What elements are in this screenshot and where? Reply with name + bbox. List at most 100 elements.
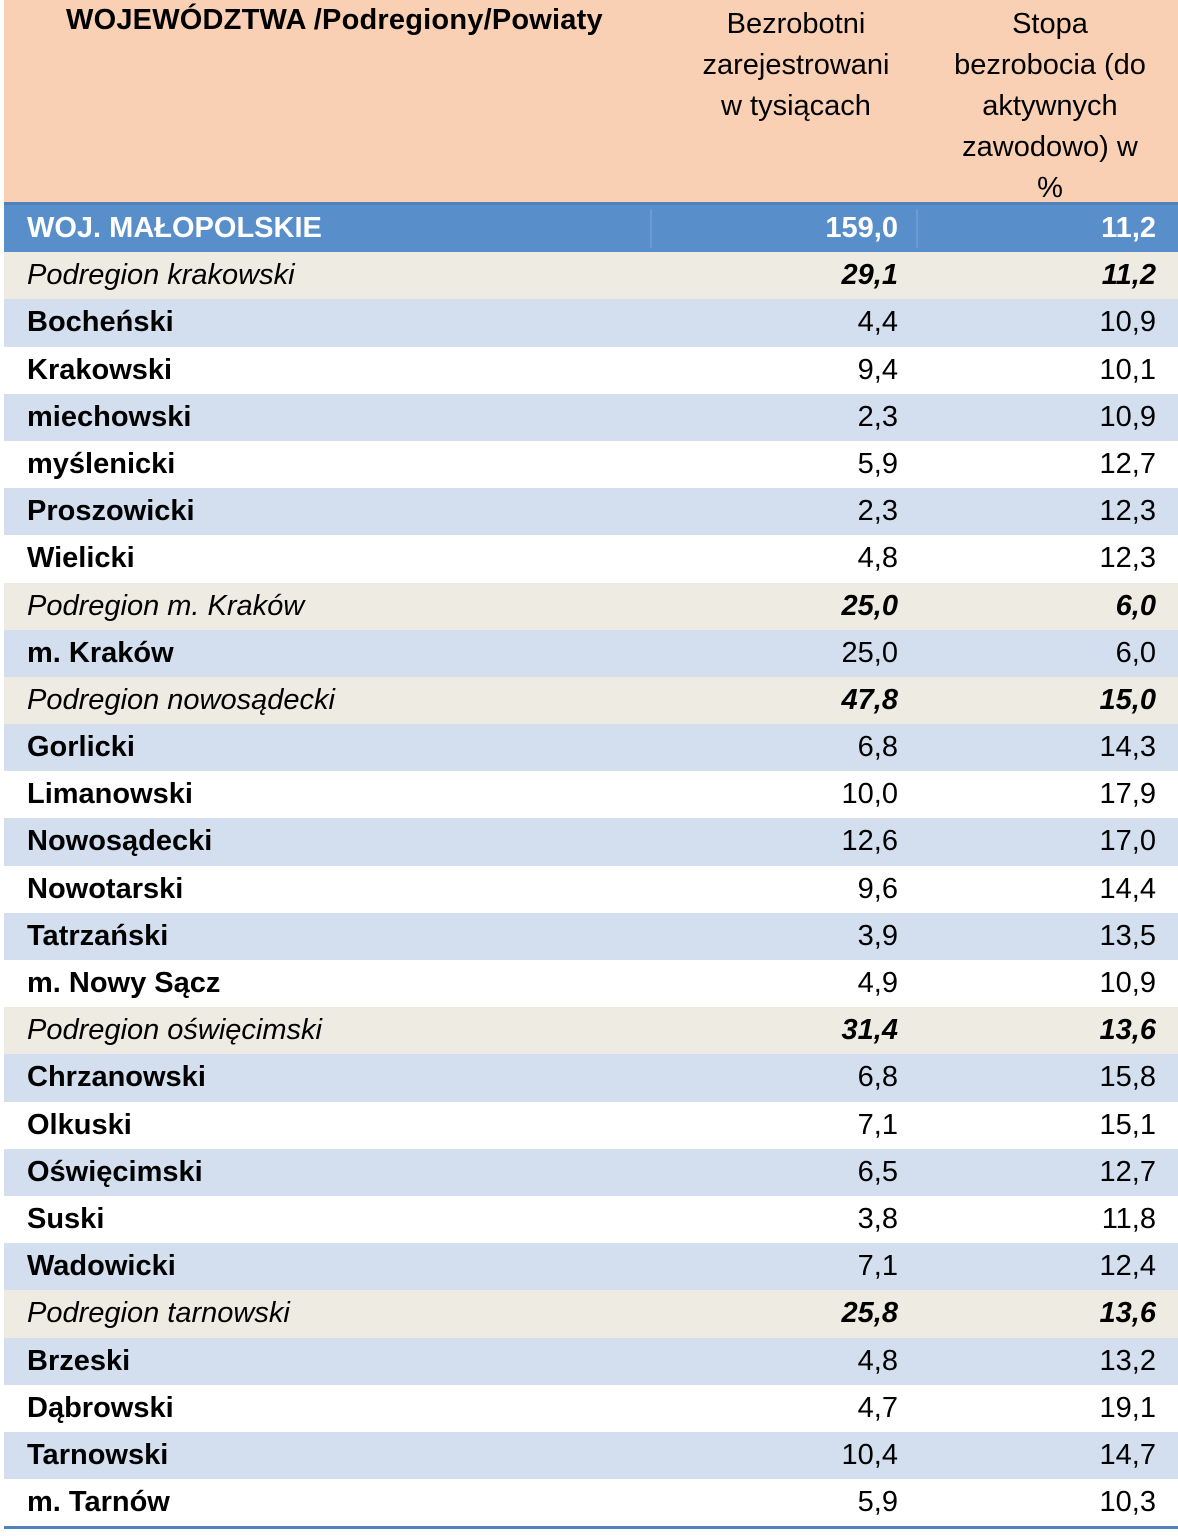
row-rate-value: 10,9 bbox=[1099, 400, 1156, 433]
row-name: m. Nowy Sącz bbox=[27, 967, 221, 999]
header-region-column: WOJEWÓDZTWA /Podregiony/Powiaty bbox=[66, 4, 603, 36]
row-name: Oświęcimski bbox=[27, 1155, 203, 1188]
row-name: Olkuski bbox=[27, 1108, 132, 1141]
row-name: Bocheński bbox=[27, 306, 174, 339]
row-rate-value: 10,3 bbox=[1099, 1486, 1156, 1519]
table-row: Oświęcimski 6,5 12,7 bbox=[4, 1148, 1178, 1196]
row-rate-value: 15,0 bbox=[1099, 683, 1156, 716]
row-rate-value: 10,1 bbox=[1099, 353, 1156, 386]
table-bottom-border bbox=[4, 1526, 1178, 1530]
row-rate-value: 13,6 bbox=[1099, 1014, 1156, 1047]
row-name: Dąbrowski bbox=[27, 1391, 174, 1424]
row-unemployed-value: 25,8 bbox=[841, 1297, 898, 1330]
column-separator bbox=[650, 209, 652, 249]
table-row: Wielicki 4,8 12,3 bbox=[4, 535, 1178, 583]
row-name: Proszowicki bbox=[27, 495, 195, 528]
table-header: WOJEWÓDZTWA /Podregiony/Powiaty Bezrobot… bbox=[4, 0, 1178, 205]
row-name: Podregion m. Kraków bbox=[27, 589, 305, 622]
row-name: Wadowicki bbox=[27, 1250, 176, 1283]
row-rate-value: 14,4 bbox=[1099, 872, 1156, 905]
row-rate-value: 10,9 bbox=[1099, 306, 1156, 339]
region-row: WOJ. MAŁOPOLSKIE 159,0 11,2 bbox=[4, 205, 1178, 253]
row-name: Tatrzański bbox=[27, 919, 169, 952]
row-unemployed-value: 7,1 bbox=[857, 1250, 898, 1283]
row-name: myślenicki bbox=[27, 447, 176, 480]
table-row: m. Kraków 25,0 6,0 bbox=[4, 629, 1178, 677]
row-unemployed-value: 47,8 bbox=[841, 683, 898, 716]
row-rate-value: 17,0 bbox=[1099, 825, 1156, 858]
row-unemployed-value: 4,9 bbox=[857, 967, 898, 999]
row-unemployed-value: 9,4 bbox=[857, 353, 898, 386]
row-rate-value: 13,2 bbox=[1099, 1344, 1156, 1377]
row-rate-value: 13,5 bbox=[1099, 919, 1156, 952]
header-rate-line: bezrobocia (do bbox=[954, 49, 1146, 81]
row-unemployed-value: 3,9 bbox=[857, 919, 898, 952]
header-rate-column: Stopa bezrobocia (do aktywnych zawodowo)… bbox=[934, 4, 1166, 209]
row-rate-value: 6,0 bbox=[1115, 589, 1156, 622]
row-name: Podregion nowosądecki bbox=[27, 683, 335, 716]
row-rate-value: 12,7 bbox=[1099, 1155, 1156, 1188]
header-rate-line: zawodowo) w bbox=[962, 131, 1138, 163]
row-rate-value: 11,2 bbox=[1101, 259, 1156, 292]
table-row: miechowski 2,3 10,9 bbox=[4, 393, 1178, 441]
table-row: Krakowski 9,4 10,1 bbox=[4, 346, 1178, 394]
table-row: Nowosądecki 12,6 17,0 bbox=[4, 818, 1178, 866]
row-name: Tarnowski bbox=[27, 1438, 169, 1471]
row-unemployed-value: 159,0 bbox=[825, 212, 898, 244]
row-rate-value: 14,7 bbox=[1099, 1438, 1156, 1471]
row-name: miechowski bbox=[27, 400, 192, 433]
row-rate-value: 11,2 bbox=[1101, 212, 1156, 244]
row-unemployed-value: 10,0 bbox=[841, 778, 898, 811]
row-rate-value: 12,7 bbox=[1099, 447, 1156, 480]
row-unemployed-value: 5,9 bbox=[857, 447, 898, 480]
table-row: Limanowski 10,0 17,9 bbox=[4, 771, 1178, 819]
row-unemployed-value: 6,8 bbox=[857, 731, 898, 764]
row-name: Brzeski bbox=[27, 1344, 131, 1377]
row-name: m. Kraków bbox=[27, 636, 174, 669]
unemployment-table: WOJEWÓDZTWA /Podregiony/Powiaty Bezrobot… bbox=[4, 0, 1178, 1530]
row-unemployed-value: 10,4 bbox=[841, 1438, 898, 1471]
row-unemployed-value: 25,0 bbox=[841, 589, 898, 622]
row-name: m. Tarnów bbox=[27, 1486, 170, 1519]
row-unemployed-value: 4,4 bbox=[857, 306, 898, 339]
row-name: Nowotarski bbox=[27, 872, 184, 905]
subregion-row: Podregion oświęcimski 31,4 13,6 bbox=[4, 1007, 1178, 1055]
row-unemployed-value: 4,7 bbox=[857, 1391, 898, 1424]
row-rate-value: 13,6 bbox=[1099, 1297, 1156, 1330]
header-unemployed-line: w tysiącach bbox=[721, 90, 871, 122]
row-unemployed-value: 4,8 bbox=[857, 1344, 898, 1377]
row-name: Krakowski bbox=[27, 353, 173, 386]
table-row: Gorlicki 6,8 14,3 bbox=[4, 724, 1178, 772]
row-rate-value: 11,8 bbox=[1101, 1202, 1156, 1235]
header-rate-line: aktywnych bbox=[982, 90, 1118, 122]
header-unemployed-column: Bezrobotni zarejestrowani w tysiącach bbox=[676, 4, 916, 127]
row-name: Gorlicki bbox=[27, 731, 135, 764]
row-unemployed-value: 2,3 bbox=[857, 495, 898, 528]
row-name: Nowosądecki bbox=[27, 825, 213, 858]
row-name: Podregion oświęcimski bbox=[27, 1014, 322, 1047]
row-unemployed-value: 2,3 bbox=[857, 400, 898, 433]
row-unemployed-value: 29,1 bbox=[841, 259, 898, 292]
table-row: Tatrzański 3,9 13,5 bbox=[4, 912, 1178, 960]
row-unemployed-value: 12,6 bbox=[841, 825, 898, 858]
header-rate-line: % bbox=[1037, 172, 1063, 204]
table-row: Chrzanowski 6,8 15,8 bbox=[4, 1054, 1178, 1102]
header-unemployed-line: zarejestrowani bbox=[702, 49, 890, 81]
row-rate-value: 15,8 bbox=[1099, 1061, 1156, 1094]
row-unemployed-value: 6,5 bbox=[857, 1155, 898, 1188]
header-unemployed-line: Bezrobotni bbox=[726, 8, 866, 40]
header-rate-line: Stopa bbox=[1012, 8, 1088, 40]
column-separator bbox=[916, 209, 918, 249]
row-name: Wielicki bbox=[27, 542, 135, 575]
row-rate-value: 6,0 bbox=[1115, 636, 1156, 669]
table-row: Proszowicki 2,3 12,3 bbox=[4, 488, 1178, 536]
row-rate-value: 19,1 bbox=[1099, 1391, 1156, 1424]
row-name: Podregion tarnowski bbox=[27, 1297, 290, 1330]
row-rate-value: 10,9 bbox=[1099, 967, 1156, 999]
subregion-row: Podregion krakowski 29,1 11,2 bbox=[4, 252, 1178, 300]
row-name: Suski bbox=[27, 1202, 105, 1235]
row-unemployed-value: 9,6 bbox=[857, 872, 898, 905]
table-row: Nowotarski 9,6 14,4 bbox=[4, 865, 1178, 913]
table-row: Dąbrowski 4,7 19,1 bbox=[4, 1384, 1178, 1432]
subregion-row: Podregion tarnowski 25,8 13,6 bbox=[4, 1290, 1178, 1338]
